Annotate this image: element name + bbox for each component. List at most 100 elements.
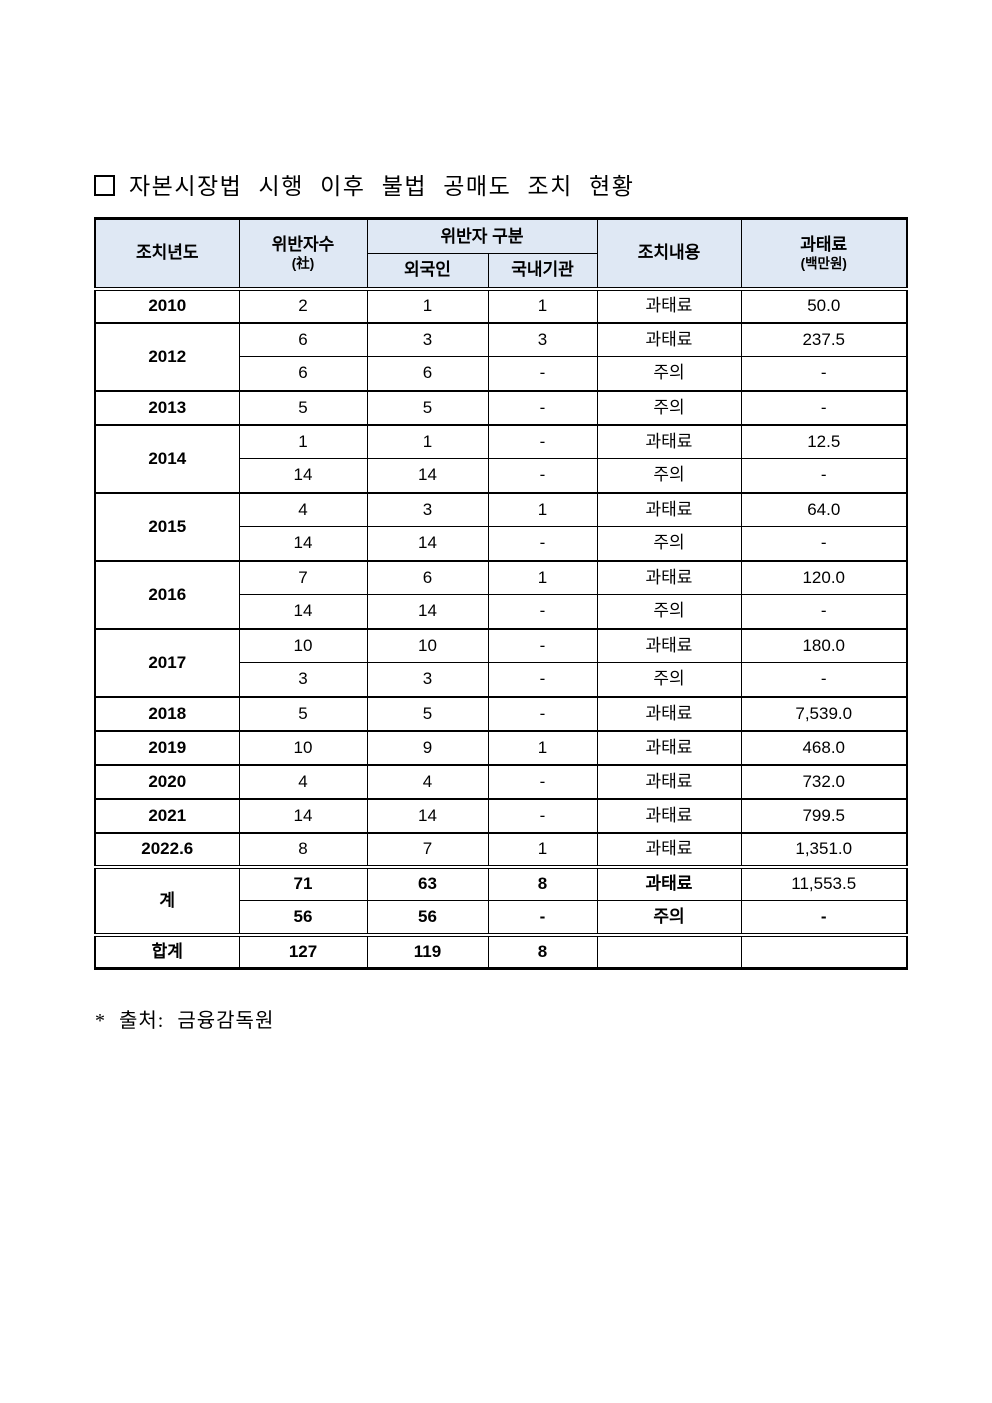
col-header-year: 조치년도 <box>94 218 240 289</box>
foreign-count-cell: 5 <box>366 695 489 731</box>
action-type-cell: 과태료 <box>596 321 742 357</box>
table-row: 6 6- 주의 - <box>95 356 908 391</box>
table-row: 2010 2 1 1 과태료 50.0 <box>94 286 908 323</box>
domestic-count-cell: - <box>487 594 598 629</box>
year-cell: 2016 <box>94 559 240 629</box>
domestic-count-cell: - <box>487 900 598 935</box>
domestic-count-cell: - <box>487 526 598 561</box>
violator-count-cell: 7 <box>238 559 368 595</box>
violator-count-cell: 5 <box>238 695 368 731</box>
table-row: 2014 1 1- 과태료 12.5 <box>94 423 908 493</box>
fine-amount-cell: 180.0 <box>740 627 908 663</box>
fine-amount-cell: 120.0 <box>740 559 908 595</box>
action-type-cell: 주의 <box>596 900 742 935</box>
table-row: 2013 5 5- 주의 - <box>94 389 908 425</box>
action-type-cell: 과태료 <box>596 797 742 833</box>
table-row: 2018 5 5- 과태료 7,539.0 <box>94 695 908 731</box>
fine-amount-cell: 237.5 <box>740 321 908 357</box>
violator-count-cell: 6 <box>238 321 368 357</box>
col-header-violator-count-label: 위반자수 <box>271 235 335 255</box>
fine-amount-cell: - <box>740 900 908 935</box>
year-cell: 2013 <box>94 389 240 425</box>
year-cell: 2019 <box>94 729 240 765</box>
year-cell: 2018 <box>94 695 240 731</box>
foreign-count-cell: 14 <box>366 526 489 561</box>
col-header-fine-label: 과태료 <box>800 235 848 255</box>
fine-amount-cell: 11,553.5 <box>740 864 908 901</box>
domestic-count-cell: 3 <box>487 321 598 357</box>
violator-count-cell: 3 <box>238 662 368 697</box>
table-row: 합계 127 119 8 <box>94 932 908 969</box>
action-type-cell: 과태료 <box>596 627 742 663</box>
domestic-count-cell: - <box>487 797 598 833</box>
foreign-count-cell: 1 <box>366 286 489 323</box>
action-type-cell: 과태료 <box>596 864 742 901</box>
action-type-cell: 과태료 <box>596 831 742 867</box>
domestic-count-cell: - <box>487 356 598 391</box>
action-type-cell <box>596 932 742 969</box>
table-row: 56 56- 주의 - <box>95 900 908 935</box>
fine-amount-cell: 468.0 <box>740 729 908 765</box>
year-cell: 2010 <box>94 286 240 323</box>
table-header: 조치년도 위반자수 (社) 위반자 구분 조치내용 과태료 (백만원) 외국인 … <box>94 218 908 289</box>
domestic-count-cell: 1 <box>487 559 598 595</box>
year-cell: 2017 <box>94 627 240 697</box>
violator-count-cell: 56 <box>238 900 368 935</box>
table-header-row-1: 조치년도 위반자수 (社) 위반자 구분 조치내용 과태료 (백만원) <box>94 218 908 289</box>
year-cell: 2014 <box>94 423 240 493</box>
table-row: 2017 10 10- 과태료 180.0 <box>94 627 908 697</box>
violator-count-cell: 4 <box>238 491 368 527</box>
checkbox-bullet-icon <box>94 175 115 196</box>
table-row: 14 14- 주의 - <box>95 526 908 561</box>
action-type-cell: 과태료 <box>596 491 742 527</box>
table-row: 2022.6 8 7 1 과태료 1,351.0 <box>94 831 908 867</box>
violator-count-cell: 14 <box>238 797 368 833</box>
source-footnote: * 출처: 금융감독원 <box>95 1010 275 1032</box>
col-header-domestic: 국내기관 <box>487 253 598 289</box>
table-body: 2010 2 1 1 과태료 50.0 2012 6 3 3 과태료 237.5 6 6- 주의 -2013 5… <box>94 286 908 969</box>
action-type-cell: 과태료 <box>596 763 742 799</box>
action-type-cell: 주의 <box>596 594 742 629</box>
fine-amount-cell: - <box>740 526 908 561</box>
action-type-cell: 과태료 <box>596 695 742 731</box>
domestic-count-cell: 8 <box>487 932 598 969</box>
foreign-count-cell: 14 <box>366 594 489 629</box>
violator-count-cell: 5 <box>238 389 368 425</box>
foreign-count-cell: 10 <box>366 627 489 663</box>
fine-amount-cell: - <box>740 389 908 425</box>
domestic-count-cell: 1 <box>487 491 598 527</box>
violator-count-cell: 4 <box>238 763 368 799</box>
violator-count-cell: 6 <box>238 356 368 391</box>
table-row: 2012 6 3 3 과태료 237.5 <box>94 321 908 391</box>
violator-count-cell: 71 <box>238 864 368 901</box>
violator-count-cell: 14 <box>238 458 368 493</box>
table-row: 2020 4 4- 과태료 732.0 <box>94 763 908 799</box>
year-cell: 2022.6 <box>94 831 240 867</box>
fine-amount-cell: 799.5 <box>740 797 908 833</box>
domestic-count-cell: 8 <box>487 864 598 901</box>
foreign-count-cell: 6 <box>366 559 489 595</box>
foreign-count-cell: 3 <box>366 662 489 697</box>
col-header-violator-count-unit: (社) <box>291 255 315 271</box>
fine-amount-cell: - <box>740 458 908 493</box>
foreign-count-cell: 63 <box>366 864 489 901</box>
table-row: 2019 10 9 1 과태료 468.0 <box>94 729 908 765</box>
violator-count-cell: 10 <box>238 627 368 663</box>
action-type-cell: 주의 <box>596 356 742 391</box>
violator-count-cell: 127 <box>238 932 368 969</box>
fine-amount-cell: 12.5 <box>740 423 908 459</box>
domestic-count-cell: - <box>487 389 598 425</box>
fine-amount-cell: - <box>740 356 908 391</box>
violator-count-cell: 1 <box>238 423 368 459</box>
year-cell: 2015 <box>94 491 240 561</box>
action-type-cell: 주의 <box>596 526 742 561</box>
col-header-violator-count: 위반자수 (社) <box>238 218 368 289</box>
col-header-fine: 과태료 (백만원) <box>740 218 908 289</box>
domestic-count-cell: - <box>487 458 598 493</box>
foreign-count-cell: 4 <box>366 763 489 799</box>
domestic-count-cell: 1 <box>487 831 598 867</box>
foreign-count-cell: 1 <box>366 423 489 459</box>
fine-amount-cell <box>740 932 908 969</box>
violator-count-cell: 14 <box>238 594 368 629</box>
foreign-count-cell: 56 <box>366 900 489 935</box>
